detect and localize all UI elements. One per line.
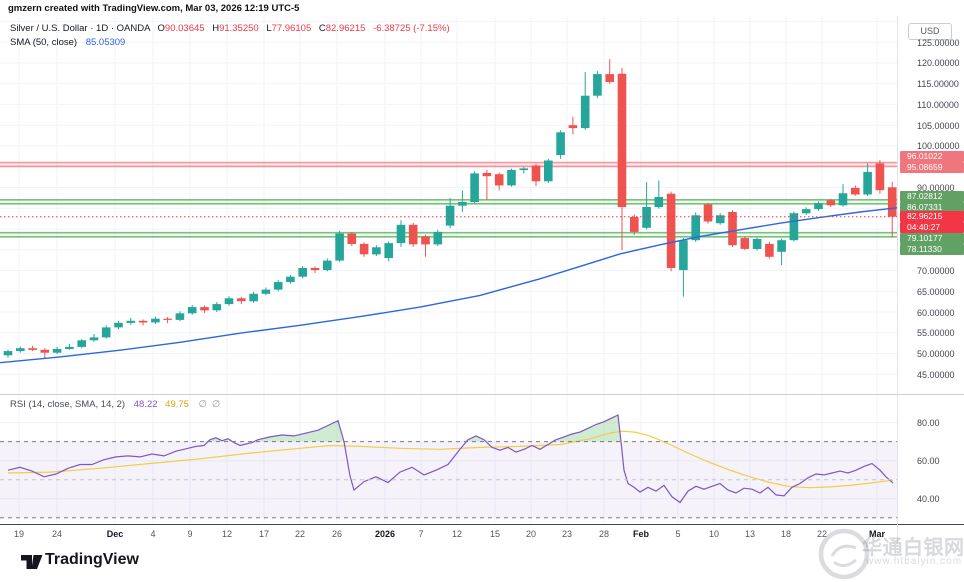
- rsi-flag-icon: ∅: [211, 399, 226, 410]
- watermark-text: 华通白银网: [862, 537, 964, 559]
- sma-label[interactable]: SMA (50, close): [10, 37, 78, 48]
- time-axis-label: 7: [418, 529, 424, 539]
- price-badge: 78.11330: [900, 244, 964, 256]
- price-axis-label: 60.00000: [917, 307, 955, 318]
- time-axis-label: 12: [451, 529, 463, 539]
- time-axis-label: 13: [744, 529, 756, 539]
- high-label: H: [212, 23, 220, 34]
- time-axis-label: 12: [221, 529, 233, 539]
- rsi-label[interactable]: RSI (14, close, SMA, 14, 2): [10, 399, 126, 410]
- time-axis-label: 17: [258, 529, 270, 539]
- rsi-value: 48.22: [133, 399, 158, 410]
- time-axis-label: 20: [525, 529, 537, 539]
- watermark-url: www.htbaiyin.com: [866, 556, 963, 567]
- page-title: gmzern created with TradingView.com, Mar…: [8, 3, 300, 14]
- time-axis-label: Feb: [632, 529, 650, 539]
- time-axis-label: 18: [780, 529, 792, 539]
- open-label: O: [157, 23, 165, 34]
- time-axis-label: 24: [51, 529, 63, 539]
- price-axis-label: 105.00000: [917, 120, 960, 131]
- time-axis-label: 4: [150, 529, 156, 539]
- open-value: 90.03645: [164, 23, 205, 34]
- price-badge: 04:40:27: [900, 222, 964, 234]
- time-axis-label: 19: [13, 529, 25, 539]
- rsi-axis-label: 40.00: [917, 494, 940, 505]
- time-axis-label: 22: [816, 529, 828, 539]
- time-axis-label: 22: [294, 529, 306, 539]
- time-axis-label: 5: [675, 529, 681, 539]
- price-axis-label: 110.00000: [917, 99, 959, 110]
- price-axis-label: 125.00000: [917, 37, 960, 48]
- rsi-ma-value: 49.75: [165, 399, 189, 410]
- time-axis-label: 2026: [374, 529, 396, 539]
- price-badge: 79.10177: [900, 233, 964, 245]
- price-axis-label: 55.00000: [917, 328, 955, 339]
- rsi-axis-label: 60.00: [917, 456, 940, 467]
- time-axis-label: 10: [708, 529, 720, 539]
- time-axis-label: 28: [598, 529, 610, 539]
- price-badge: 82.96215: [900, 211, 964, 223]
- close-value: 82.96215: [325, 23, 366, 34]
- low-label: L: [266, 23, 272, 34]
- rsi-flag-icon: ∅: [198, 399, 212, 410]
- symbol-title[interactable]: Silver / U.S. Dollar · 1D · OANDA: [10, 23, 150, 34]
- rsi-axis-label: 80.00: [917, 418, 940, 429]
- tradingview-logo-icon[interactable]: [20, 553, 44, 571]
- currency-button[interactable]: USD: [908, 23, 952, 40]
- symbol-legend: Silver / U.S. Dollar · 1D · OANDA O90.03…: [10, 23, 450, 34]
- price-badge: 96.01022: [900, 150, 964, 162]
- price-axis-label: 115.00000: [917, 79, 959, 90]
- change-value: -6.38725 (-7.15%): [373, 23, 450, 34]
- price-axis-label: 70.00000: [917, 266, 955, 277]
- price-axis-label: 45.00000: [917, 369, 955, 380]
- time-axis-label: 15: [489, 529, 501, 539]
- time-axis-label: Dec: [106, 529, 124, 539]
- price-badge: 86.07331: [900, 202, 964, 213]
- price-axis-label: 50.00000: [917, 349, 955, 360]
- time-axis-label: 9: [187, 529, 193, 539]
- time-axis-label: 26: [331, 529, 343, 539]
- time-axis-label: Mar: [868, 529, 886, 539]
- brand-wordmark[interactable]: TradingView: [45, 551, 139, 568]
- sma-value: 85.05309: [85, 37, 126, 48]
- price-axis-label: 65.00000: [917, 286, 955, 297]
- high-value: 91.35250: [219, 23, 259, 34]
- close-label: C: [318, 23, 326, 34]
- sma-legend: SMA (50, close) 85.05309: [10, 37, 125, 48]
- price-axis-label: 90.00000: [917, 182, 955, 193]
- price-badge: 87.02812: [900, 191, 964, 202]
- watermark-logo-icon: [818, 528, 870, 580]
- price-axis-label: 120.00000: [917, 58, 960, 69]
- low-value: 77.96105: [271, 23, 312, 34]
- price-badge: 95.08659: [900, 161, 964, 173]
- price-axis-label: 100.00000: [917, 141, 960, 152]
- time-axis-label: 23: [561, 529, 573, 539]
- rsi-legend: RSI (14, close, SMA, 14, 2) 48.22 49.75 …: [10, 399, 225, 410]
